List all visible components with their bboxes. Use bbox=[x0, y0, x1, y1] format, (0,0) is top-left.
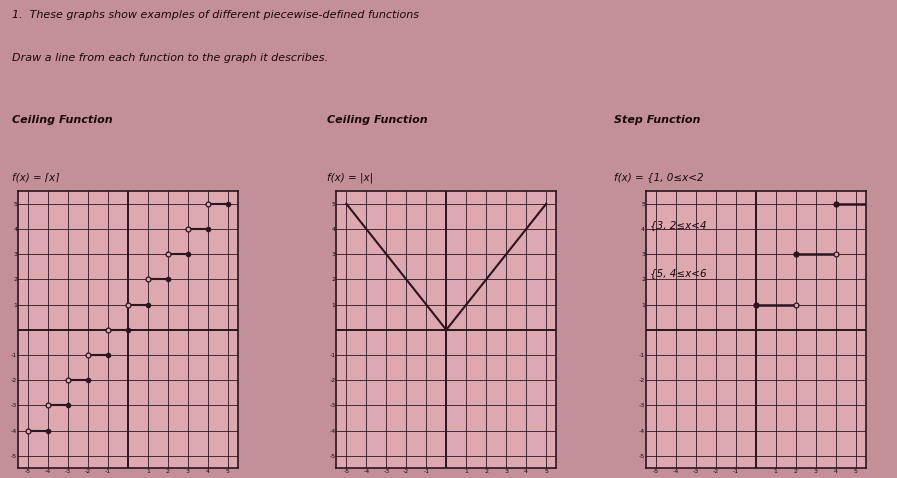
Text: {5, 4≤x<6: {5, 4≤x<6 bbox=[650, 268, 707, 278]
Text: Draw a line from each function to the graph it describes.: Draw a line from each function to the gr… bbox=[12, 53, 327, 63]
Text: f(x) = ⌈x⌉: f(x) = ⌈x⌉ bbox=[12, 172, 59, 182]
Text: Step Function: Step Function bbox=[614, 115, 701, 125]
Text: Ceiling Function: Ceiling Function bbox=[327, 115, 428, 125]
Text: 1.  These graphs show examples of different piecewise-defined functions: 1. These graphs show examples of differe… bbox=[12, 10, 419, 20]
Text: {3, 2≤x<4: {3, 2≤x<4 bbox=[650, 220, 707, 230]
Text: f(x) = |x|: f(x) = |x| bbox=[327, 172, 373, 183]
Text: f(x) = {1, 0≤x<2: f(x) = {1, 0≤x<2 bbox=[614, 172, 704, 182]
Text: Ceiling Function: Ceiling Function bbox=[12, 115, 112, 125]
